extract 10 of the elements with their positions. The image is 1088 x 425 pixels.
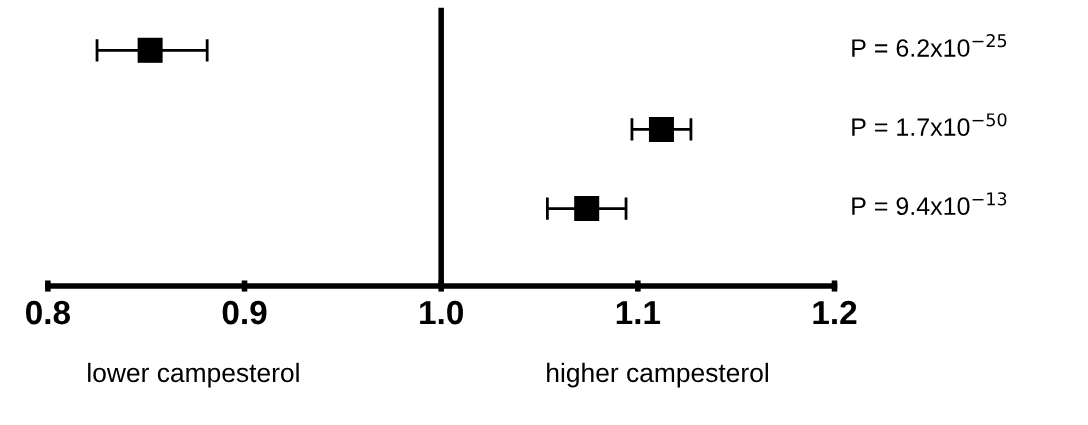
text: P = 1.7x10$^{−50}$ <box>852 113 1007 136</box>
x-tick-label: 1.0 <box>420 300 463 325</box>
text: P = 9.4x10$^{−13}$ <box>852 192 1007 216</box>
text: P = 6.2x10$^{−25}$ <box>852 34 1007 57</box>
x-tick-label: 0.9 <box>222 300 267 325</box>
text: lower campesterol <box>88 362 299 388</box>
text: higher campesterol <box>547 362 768 388</box>
x-tick-label: 0.8 <box>26 300 71 325</box>
x-tick-label: 1.1 <box>616 301 661 325</box>
x-tick-label: 1.2 <box>813 300 857 325</box>
